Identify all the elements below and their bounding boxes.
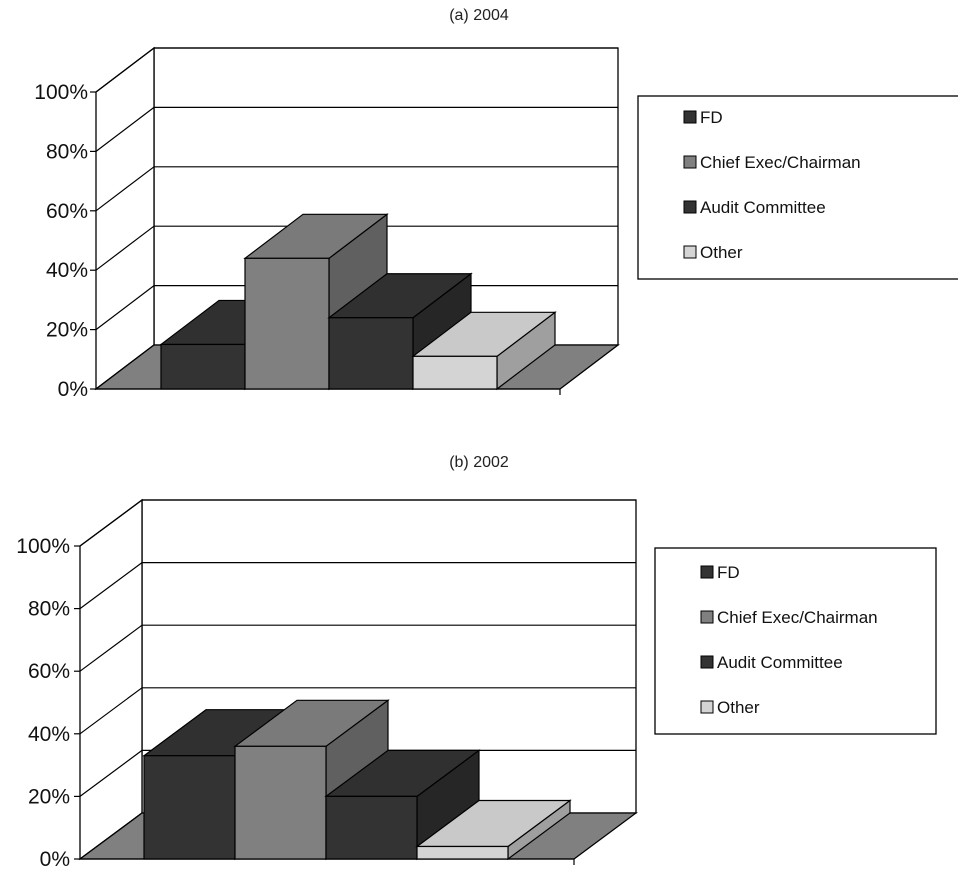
side-wall [79,498,143,861]
legend-label: Other [700,243,743,262]
bar-front-face [143,755,236,860]
side-gridline [79,499,143,547]
chart-2002: (b) 2002 0% 20% 40% 60% 80% 100% FD Chief Exec/C… [16,454,937,871]
y-tick-label: 80% [46,140,88,163]
side-gridline [95,106,155,152]
bar-front-face [244,257,330,390]
legend-swatch [683,110,697,124]
legend-label: FD [700,108,723,127]
y-tick-label: 60% [46,200,88,223]
legend-label: Chief Exec/Chairman [717,608,878,627]
y-tick-label: 100% [34,81,88,104]
y-tick-label: 0% [40,848,70,871]
side-gridline [95,166,155,212]
bar-front-face [328,317,414,390]
bar-audit-committee [327,272,473,391]
legend-label: Chief Exec/Chairman [700,153,861,172]
y-tick-label: 80% [28,598,70,621]
side-gridline [79,624,143,672]
bar-other [415,799,572,861]
bar-front-face [160,343,246,390]
y-tick-label: 60% [28,660,70,683]
y-tick-label: 100% [16,535,70,558]
legend: FD Chief Exec/Chairman Audit Committee Othe… [637,95,958,280]
side-gridline [95,47,155,93]
legend: FD Chief Exec/Chairman Audit Committee Othe… [654,547,937,735]
side-gridline [95,225,155,271]
y-tick-label: 40% [28,723,70,746]
bar-front-face [412,355,498,390]
legend-swatch [683,200,697,214]
y-tick-label: 40% [46,259,88,282]
bar-audit-committee [324,749,481,861]
legend-swatch [683,155,697,169]
y-tick-label: 0% [58,378,88,401]
legend-label: Audit Committee [700,198,826,217]
y-tick-label: 20% [46,319,88,342]
chart-title: (a) 2004 [449,7,509,24]
bar-other [411,311,557,391]
legend-label: Other [717,698,760,717]
bar-front-face [416,845,509,860]
legend-label: FD [717,563,740,582]
legend-swatch [700,610,714,624]
bar-front-face [234,745,327,860]
side-wall [95,46,155,391]
legend-swatch [683,245,697,259]
legend-label: Audit Committee [717,653,843,672]
legend-swatch [700,565,714,579]
chart-title: (b) 2002 [449,454,509,471]
side-gridline [95,285,155,331]
side-gridline [79,562,143,610]
side-gridline [79,687,143,735]
legend-box [654,547,937,735]
bar-front-face [325,795,418,860]
legend-swatch [700,655,714,669]
legend-swatch [700,700,714,714]
chart-2004: (a) 2004 0% 20% 40% 60% 80% 100% FD Chief Exec/C… [34,7,958,401]
y-tick-label: 20% [28,785,70,808]
side-gridline [79,749,143,797]
